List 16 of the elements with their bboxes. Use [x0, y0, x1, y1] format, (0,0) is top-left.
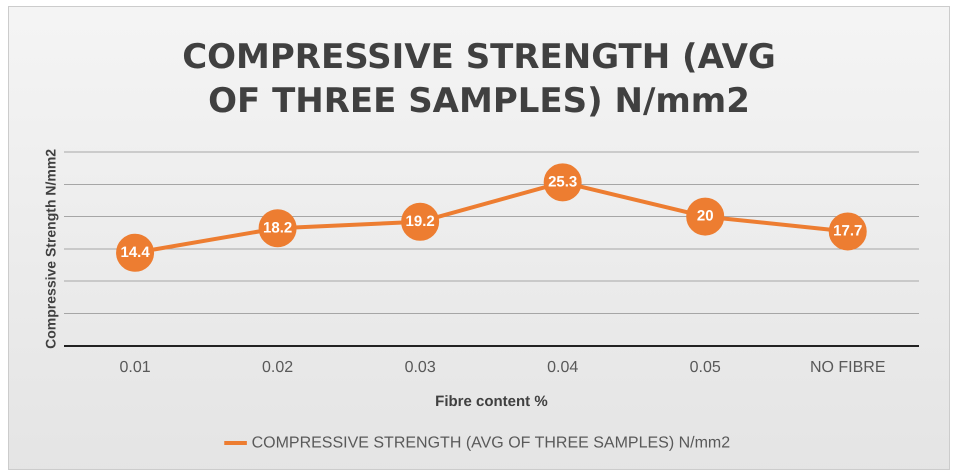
x-axis-title: Fibre content %: [435, 393, 548, 410]
x-tick-label: 0.04: [547, 358, 578, 376]
data-label: 18.2: [263, 219, 292, 236]
x-tick-label: 0.01: [119, 358, 151, 376]
data-label: 25.3: [548, 174, 578, 191]
x-tick-label: 0.05: [690, 358, 721, 376]
x-tick-label: 0.02: [262, 358, 294, 376]
x-tick-label: NO FIBRE: [810, 358, 886, 376]
x-tick-label: 0.03: [404, 358, 436, 376]
chart-title: COMPRESSIVE STRENGTH (AVG OF THREE SAMPLES) N/mm2: [181, 36, 777, 123]
data-label: 17.7: [833, 222, 862, 240]
y-axis-title: Compressive Strength N/mm2: [42, 148, 58, 349]
data-label: 20: [696, 208, 714, 225]
data-label: 19.2: [406, 212, 435, 230]
legend-label: COMPRESSIVE STRENGTH (AVG OF THREE SAMPLES) N/mm2: [252, 434, 730, 452]
data-label: 14.4: [120, 244, 150, 261]
